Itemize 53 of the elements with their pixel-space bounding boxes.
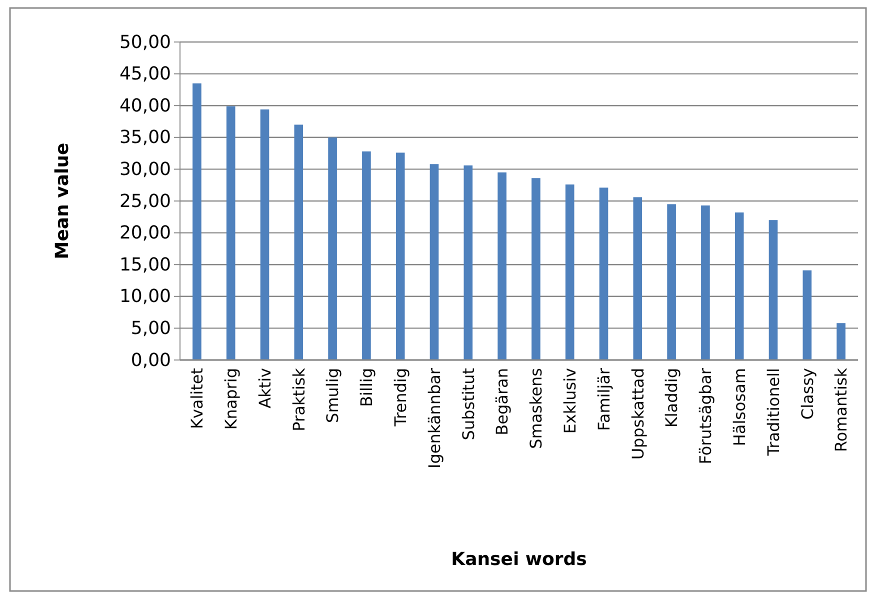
bar	[396, 152, 405, 360]
y-tick-label: 30,00	[119, 158, 171, 180]
bar	[430, 164, 439, 360]
y-tick-label: 40,00	[119, 95, 171, 116]
x-axis-title: Kansei words	[451, 549, 587, 570]
x-tick-label: Kvalitet	[188, 368, 207, 430]
x-tick-label: Praktisk	[289, 367, 308, 432]
x-tick-label: Trendig	[390, 368, 410, 428]
x-tick-label: Substitut	[458, 368, 478, 440]
y-tick-label: 45,00	[119, 64, 171, 85]
x-tick-label: Smulig	[323, 368, 342, 423]
bar	[362, 151, 371, 360]
y-tick-label: 5,00	[130, 318, 171, 339]
x-tick-label: Familjär	[594, 368, 614, 431]
bar	[260, 109, 270, 360]
x-tick-label: Begäran	[492, 368, 512, 436]
bar	[802, 270, 812, 360]
bar	[226, 106, 236, 360]
bar	[667, 204, 676, 360]
x-tick-label: Exklusiv	[560, 368, 580, 434]
bar	[836, 323, 846, 360]
x-tick-label: Traditionell	[764, 368, 783, 457]
x-tick-label: Förutsägbar	[696, 368, 716, 464]
bar	[633, 197, 642, 360]
bar	[464, 165, 473, 360]
x-tick-label: Smaskens	[526, 368, 546, 449]
x-tick-label: Billig	[357, 368, 376, 407]
y-tick-label: 20,00	[119, 222, 171, 244]
bar	[498, 172, 506, 360]
bar	[294, 124, 304, 360]
x-tick-label: Aktiv	[255, 368, 274, 408]
bar	[532, 178, 540, 360]
bar	[701, 205, 710, 360]
y-axis-title: Mean value	[52, 142, 73, 260]
x-tick-label: Romantisk	[832, 367, 851, 452]
x-tick-label: Classy	[798, 368, 817, 420]
x-tick-label: Uppskattad	[628, 368, 648, 460]
y-tick-label: 25,00	[119, 190, 171, 212]
y-tick-label: 10,00	[119, 286, 171, 308]
bar	[599, 188, 608, 360]
bar	[328, 137, 337, 360]
y-tick-label: 35,00	[119, 127, 171, 148]
y-tick-label: 15,00	[119, 254, 171, 276]
x-tick-label: Igenkännbar	[424, 368, 444, 468]
x-tick-label: Knaprig	[221, 368, 240, 430]
bar	[565, 184, 574, 360]
bar	[734, 212, 744, 360]
bar	[192, 83, 202, 360]
bar	[768, 220, 778, 360]
x-tick-label: Hälsosam	[730, 368, 749, 446]
y-tick-label: 50,00	[119, 32, 171, 53]
x-tick-label: Kladdig	[662, 368, 682, 428]
y-tick-label: 0,00	[130, 350, 171, 371]
